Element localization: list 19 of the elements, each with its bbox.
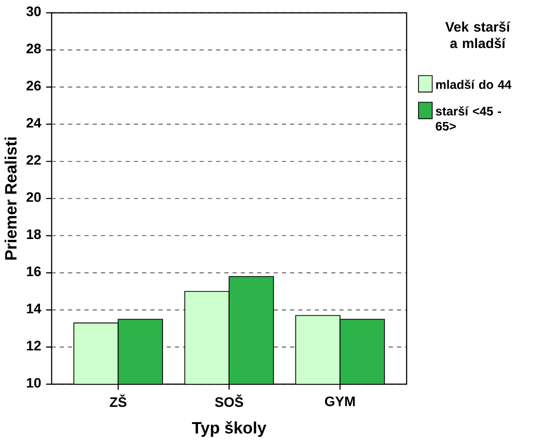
x-axis-title: Typ školy xyxy=(192,420,266,437)
x-tick-label: ZŠ xyxy=(110,394,126,407)
y-tick-label: 12 xyxy=(26,340,41,350)
y-tick-label: 24 xyxy=(26,118,42,128)
x-tick-label: GYM xyxy=(325,396,355,406)
x-tick-label: SOŠ xyxy=(215,394,244,407)
y-tick-label: 16 xyxy=(26,266,41,276)
legend-title: Vek starší a mladší xyxy=(445,21,510,48)
y-tick-label: 26 xyxy=(26,80,41,90)
y-tick-label: 14 xyxy=(26,304,42,314)
y-tick-label: 10 xyxy=(26,378,41,388)
y-axis-title: Priemer Realisti xyxy=(4,137,17,260)
y-tick-label: 22 xyxy=(26,154,41,164)
y-tick-label: 28 xyxy=(26,43,41,54)
y-tick-label: 30 xyxy=(26,6,41,16)
legend-label: mladší do 44 xyxy=(436,79,512,89)
legend-label: starší <45 - 65> xyxy=(436,106,502,130)
y-tick-label: 20 xyxy=(26,192,41,202)
y-tick-label: 18 xyxy=(26,229,41,239)
